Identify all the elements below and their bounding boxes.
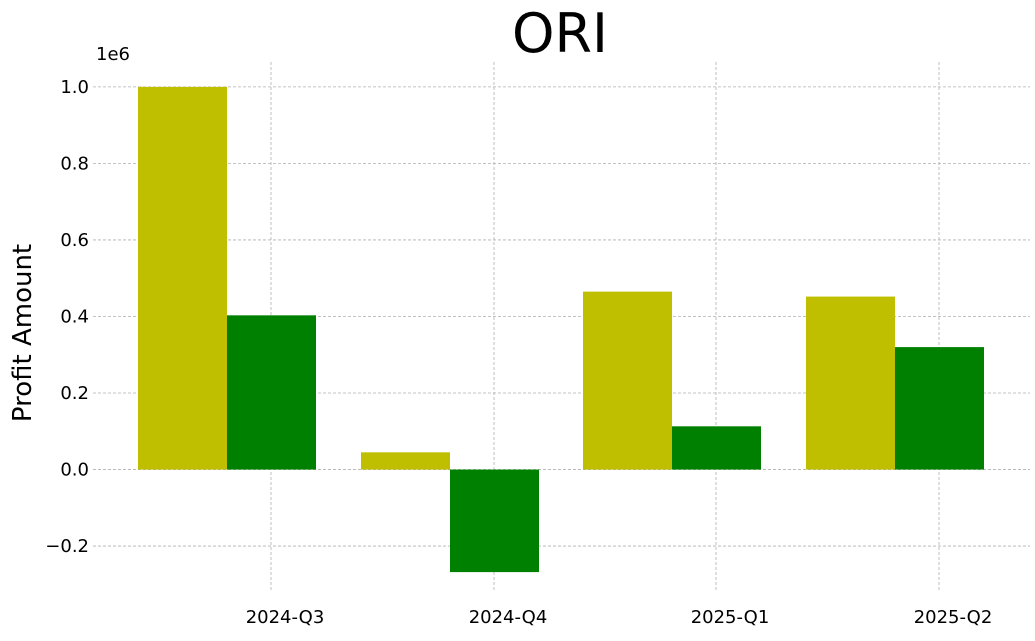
bar-series-1-2024-Q3 — [138, 86, 227, 470]
y-tick-label: −0.2 — [45, 536, 89, 557]
chart-title: ORI — [512, 2, 608, 65]
x-tick-label: 2025-Q2 — [914, 607, 993, 628]
x-tick-label: 2024-Q4 — [469, 607, 548, 628]
bar-series-2-2024-Q3 — [227, 315, 316, 470]
bars — [138, 86, 984, 573]
y-tick-label: 0.2 — [60, 383, 89, 404]
bar-series-2-2024-Q4 — [450, 469, 539, 573]
y-tick-label: 0.4 — [60, 306, 89, 327]
y-axis-offset-label: 1e6 — [96, 44, 130, 65]
y-tick-label: 0.0 — [60, 460, 89, 481]
bar-series-1-2025-Q2 — [806, 296, 895, 470]
x-tick-label: 2025-Q1 — [691, 607, 770, 628]
bar-series-1-2024-Q4 — [361, 452, 450, 470]
bar-series-2-2025-Q1 — [672, 426, 761, 470]
bar-series-2-2025-Q2 — [895, 347, 984, 470]
y-tick-label: 0.6 — [60, 230, 89, 251]
y-tick-label: 0.8 — [60, 153, 89, 174]
tick-labels: −0.2 0.0 0.2 0.4 0.6 0.8 1.0 2024-Q3 2024-Q4 2025… — [45, 77, 992, 628]
bar-series-1-2025-Q1 — [583, 291, 672, 470]
x-tick-label: 2024-Q3 — [246, 607, 325, 628]
y-tick-label: 1.0 — [60, 77, 89, 98]
y-axis-label: Profit Amount — [8, 244, 38, 422]
